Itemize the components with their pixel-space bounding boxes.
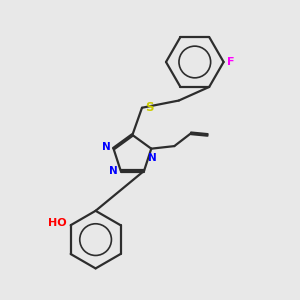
Text: HO: HO: [48, 218, 67, 228]
Text: S: S: [145, 101, 154, 114]
Text: N: N: [148, 152, 157, 163]
Text: N: N: [102, 142, 111, 152]
Text: F: F: [227, 57, 235, 67]
Text: N: N: [110, 167, 118, 176]
